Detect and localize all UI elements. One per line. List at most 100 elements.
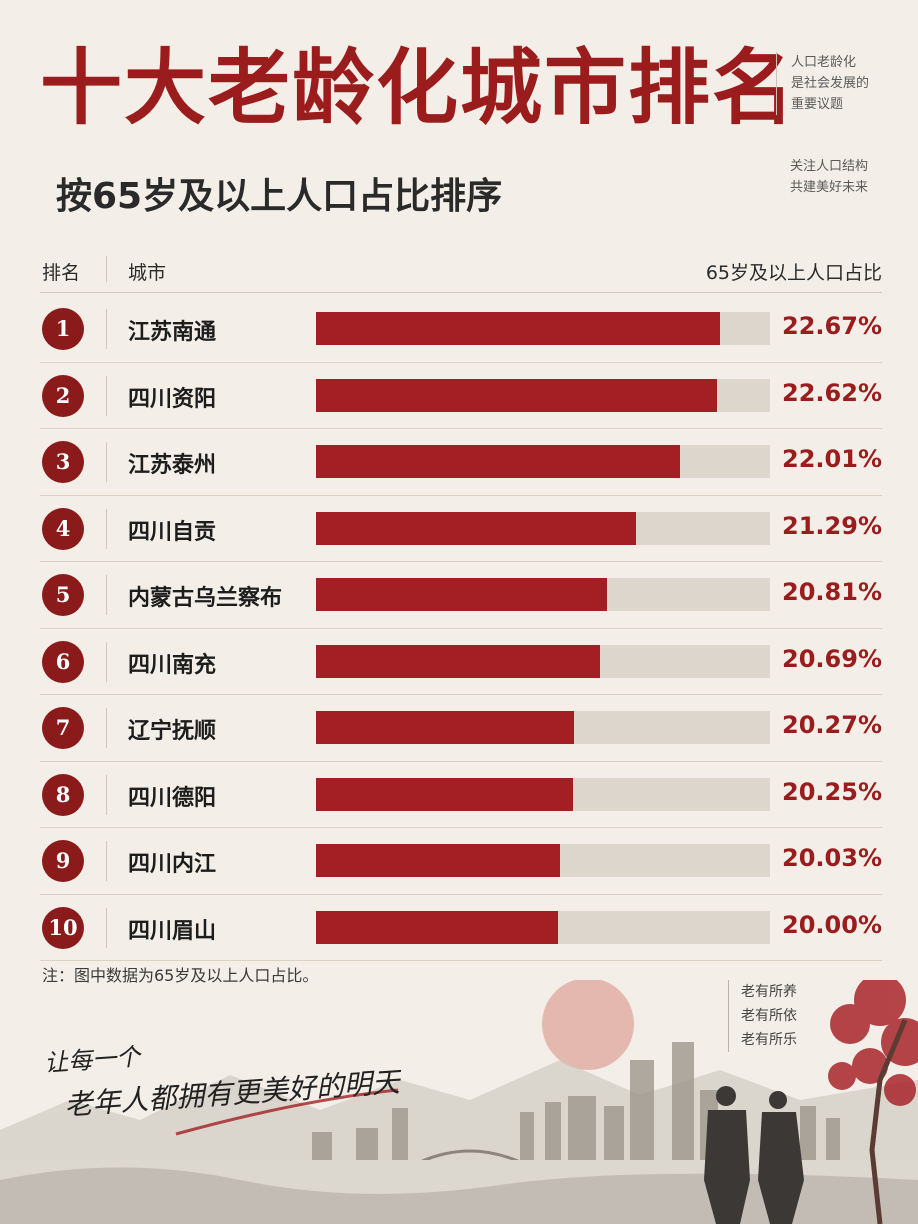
rank-badge: 9 (42, 840, 84, 882)
side-note-line: 是社会发展的 (791, 76, 870, 91)
city-label: 江苏泰州 (128, 453, 217, 478)
poem-line: 老有所养 (741, 984, 797, 1000)
city-label: 四川内江 (128, 852, 217, 877)
city-skyline (312, 1042, 840, 1160)
footnote: 注：图中数据为65岁及以上人口占比。 (42, 966, 319, 985)
value-label: 22.67% (782, 312, 882, 340)
bar (316, 578, 608, 611)
bar-track (316, 910, 770, 944)
rank-badge: 6 (42, 640, 84, 683)
row-divider (106, 508, 107, 549)
rank-badge: 1 (42, 308, 84, 350)
city-label: 四川自贡 (128, 519, 217, 545)
row-divider (106, 309, 107, 349)
table-row: 3 江苏泰州 22.01% (40, 429, 882, 496)
row-divider (106, 442, 107, 482)
foreground-hills (0, 1167, 918, 1224)
rank-badge: 4 (42, 507, 84, 550)
bar (316, 511, 637, 545)
table-row: 7 辽宁抚顺 20.27% (40, 695, 882, 762)
tree-trunk (869, 1019, 908, 1224)
table-row: 10 四川眉山 20.00% (40, 895, 882, 961)
side-note-line: 共建美好未来 (790, 180, 869, 195)
rank-badge: 2 (42, 374, 84, 417)
value-label: 20.81% (782, 578, 882, 606)
city-label: 内蒙古乌兰察布 (128, 586, 283, 611)
bar (316, 777, 574, 811)
rank-badge: 7 (42, 707, 84, 749)
value-label: 20.00% (782, 910, 882, 939)
city-label: 四川眉山 (128, 918, 217, 944)
table-row: 4 四川自贡 21.29% (40, 496, 882, 562)
bar (316, 844, 560, 877)
bar (316, 910, 559, 944)
row-divider (106, 375, 107, 416)
side-note-line: 关注人口结构 (790, 159, 869, 174)
rank-badge: 10 (42, 906, 84, 949)
side-note-line: 人口老龄化 (791, 55, 857, 70)
brush-stroke (175, 1088, 399, 1136)
bar-track (316, 844, 770, 877)
side-note-top: 人口老龄化 是社会发展的 重要议题 (776, 52, 901, 115)
table-row: 2 四川资阳 22.62% (40, 363, 882, 429)
rank-badge: 8 (42, 773, 84, 816)
rank-badge: 3 (42, 441, 84, 483)
page-title: 十大老龄化城市排名 (40, 40, 797, 136)
bar-track (316, 378, 770, 412)
bar-track (316, 312, 770, 345)
header-rank: 排名 (42, 262, 81, 284)
bar (316, 644, 600, 678)
poem-block: 老有所养 老有所依 老有所乐 (728, 980, 797, 1052)
rank-badge: 5 (42, 574, 84, 616)
bar-track (316, 578, 770, 611)
bar-track (316, 511, 770, 545)
bar-track (316, 644, 770, 678)
city-label: 四川德阳 (128, 785, 217, 811)
row-divider (106, 708, 107, 748)
landscape-illustration (0, 980, 918, 1224)
elderly-couple-silhouette (704, 1086, 804, 1224)
header-city: 城市 (128, 262, 167, 284)
value-label: 21.29% (782, 511, 882, 540)
poem-line: 老有所乐 (741, 1032, 797, 1048)
value-label: 22.62% (782, 378, 882, 407)
bar-track (316, 777, 770, 811)
row-divider (106, 641, 107, 682)
value-label: 20.27% (782, 711, 882, 739)
tree-branch (828, 980, 918, 1106)
value-label: 20.69% (782, 644, 882, 673)
bridge (419, 1149, 521, 1164)
city-label: 四川南充 (128, 652, 217, 678)
header-divider (106, 256, 107, 282)
table-row: 5 内蒙古乌兰察布 20.81% (40, 562, 882, 629)
city-label: 江苏南通 (128, 320, 217, 345)
value-label: 20.03% (782, 844, 882, 872)
table-row: 6 四川南充 20.69% (40, 629, 882, 695)
row-divider (106, 774, 107, 815)
table-header: 排名 城市 65岁及以上人口占比 (40, 246, 882, 293)
page-subtitle: 按65岁及以上人口占比排序 (56, 176, 503, 217)
bar (316, 445, 680, 478)
slogan-line-1: 让每一个 (43, 1042, 142, 1078)
side-note-line: 重要议题 (791, 97, 844, 112)
bar-track (316, 445, 770, 478)
setting-sun (542, 980, 634, 1070)
table-row: 1 江苏南通 22.67% (40, 296, 882, 363)
row-divider (106, 575, 107, 615)
bar (316, 378, 717, 412)
header-value: 65岁及以上人口占比 (705, 262, 882, 284)
table-row: 8 四川德阳 20.25% (40, 762, 882, 828)
value-label: 20.25% (782, 777, 882, 806)
row-divider (106, 907, 107, 948)
city-label: 辽宁抚顺 (128, 719, 217, 744)
city-label: 四川资阳 (128, 386, 217, 412)
value-label: 22.01% (782, 445, 882, 473)
row-divider (106, 841, 107, 881)
table-row: 9 四川内江 20.03% (40, 828, 882, 895)
ranking-chart: 1 江苏南通 22.67% 2 四川资阳 22.62% 3 江苏泰州 22.01% 4 四川自贡 21… (40, 296, 882, 961)
bar-track (316, 711, 770, 744)
side-note-bottom: 关注人口结构 共建美好未来 (790, 156, 900, 198)
bar (316, 312, 720, 345)
bar (316, 711, 575, 744)
poem-line: 老有所依 (741, 1008, 797, 1024)
